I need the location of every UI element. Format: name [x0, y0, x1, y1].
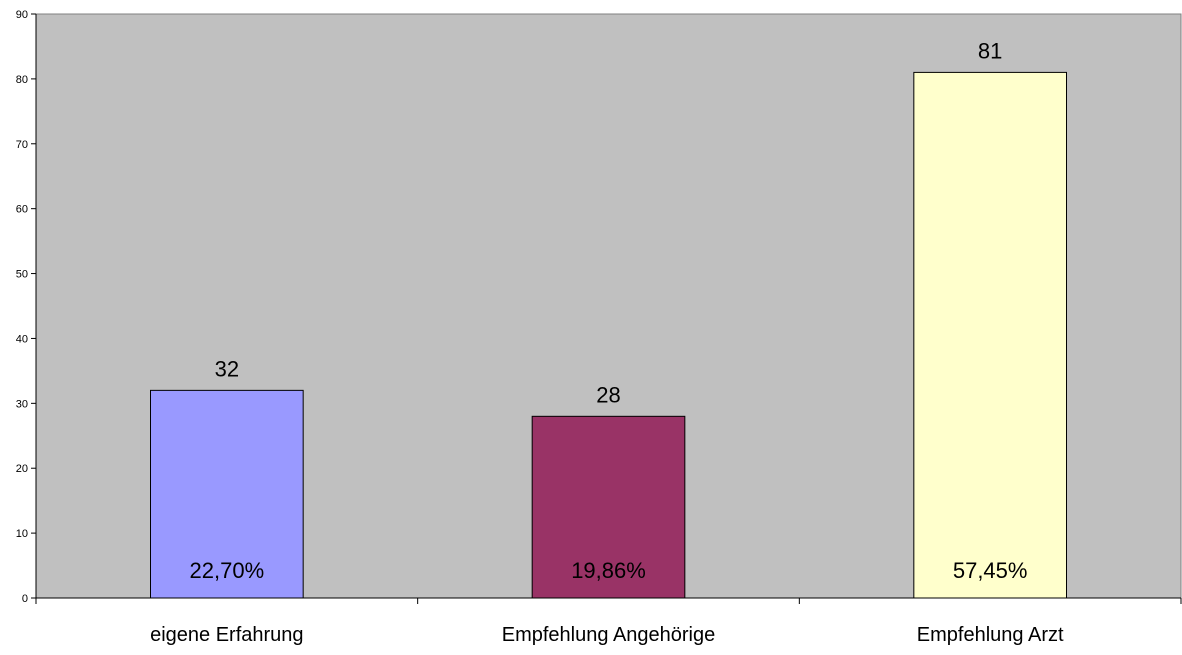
y-tick-label: 20 — [16, 463, 28, 475]
y-tick-label: 10 — [16, 528, 28, 540]
y-tick-label: 80 — [16, 74, 28, 86]
y-tick-label: 30 — [16, 398, 28, 410]
y-tick-label: 70 — [16, 139, 28, 151]
bar-value-label: 32 — [215, 356, 239, 381]
bar — [913, 71, 1067, 599]
y-tick-label: 40 — [16, 333, 28, 345]
x-axis: eigene Erfahrung Empfehlung Angehörige Emp… — [35, 597, 1182, 646]
y-tick-label: 50 — [16, 269, 28, 281]
x-tick-label: Empfehlung Angehörige — [502, 624, 716, 646]
bar — [150, 389, 304, 599]
bar-labels: 32 22,70% 28 19,86% 81 57,45% — [190, 38, 1028, 583]
bar-value-label: 81 — [978, 38, 1002, 63]
bar-percent-label: 57,45% — [953, 558, 1028, 583]
bars — [150, 71, 1067, 599]
y-tick-label: 60 — [16, 204, 28, 216]
x-tick-label: Empfehlung Arzt — [917, 624, 1064, 646]
x-tick-label: eigene Erfahrung — [150, 624, 303, 646]
y-axis: 0 10 20 30 40 50 60 70 80 90 — [16, 9, 37, 605]
bar-percent-label: 19,86% — [571, 558, 646, 583]
y-tick-label: 0 — [22, 593, 28, 605]
bar-percent-label: 22,70% — [190, 558, 265, 583]
bar — [531, 415, 686, 599]
y-tick-label: 90 — [16, 9, 28, 21]
bar-value-label: 28 — [596, 382, 620, 407]
